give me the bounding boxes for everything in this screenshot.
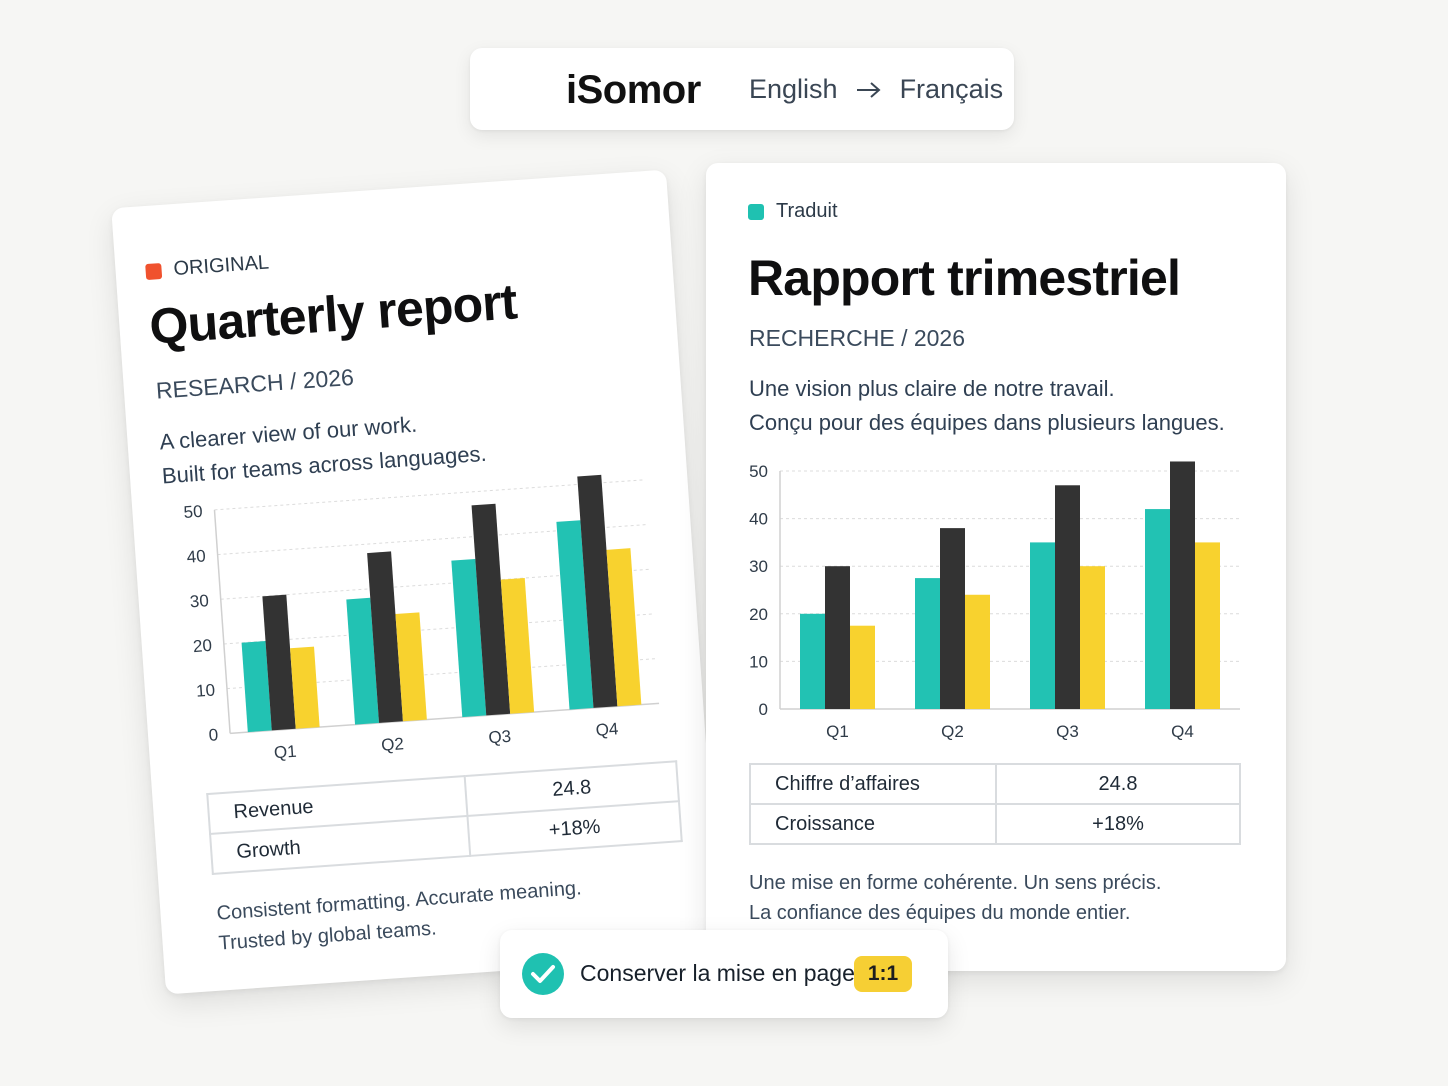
bar xyxy=(346,597,379,725)
original-chart-svg: 0 10 20 30 40 50 Q1 Q2 Q3 Q4 xyxy=(183,473,660,763)
translated-tag: Traduit xyxy=(748,200,838,223)
keep-layout-toggle[interactable]: Conserver la mise en page 1:1 xyxy=(500,930,948,1018)
original-document-card: ORIGINAL Quarterly report RESEARCH / 202… xyxy=(111,169,721,995)
bar xyxy=(290,646,320,729)
bar xyxy=(395,612,427,722)
translated-chart-svg: 0 10 20 30 40 50 Q1 Q2 Q3 Q4 xyxy=(749,461,1240,741)
x-tick-label: Q1 xyxy=(826,722,849,741)
check-circle-icon[interactable] xyxy=(522,953,564,995)
original-tag: ORIGINAL xyxy=(145,252,270,284)
bar xyxy=(367,551,403,723)
translated-description: Une vision plus claire de notre travail.… xyxy=(749,372,1225,440)
bar xyxy=(915,578,940,709)
translated-footer-line-1: Une mise en forme cohérente. Un sens pré… xyxy=(749,872,1162,894)
bar xyxy=(556,520,594,710)
original-subtitle: RESEARCH / 2026 xyxy=(155,363,355,404)
y-tick-label: 30 xyxy=(749,557,768,576)
arrow-right-icon xyxy=(856,81,881,98)
y-tick-label: 20 xyxy=(749,605,768,624)
language-pair: English Français xyxy=(749,74,1003,105)
metric-value: 24.8 xyxy=(995,763,1241,805)
bar xyxy=(1195,542,1220,709)
y-tick-label: 20 xyxy=(192,636,212,656)
bar xyxy=(850,625,875,709)
translated-chart: 0 10 20 30 40 50 Q1 Q2 Q3 Q4 xyxy=(740,453,1250,758)
bar xyxy=(1030,542,1055,709)
original-tag-label: ORIGINAL xyxy=(172,251,270,281)
translated-metrics-table: Chiffre d’affaires 24.8 Croissance +18% xyxy=(749,763,1241,845)
table-row: Croissance +18% xyxy=(749,803,1241,845)
bar xyxy=(262,594,296,731)
language-bar: iSomor English Français xyxy=(470,48,1014,130)
translated-tag-label: Traduit xyxy=(776,200,838,222)
original-chart: 0 10 20 30 40 50 Q1 Q2 Q3 Q4 xyxy=(152,471,671,790)
translated-description-line-2: Conçu pour des équipes dans plusieurs la… xyxy=(749,410,1225,435)
bar xyxy=(800,613,825,709)
y-tick-label: 50 xyxy=(749,462,768,481)
ratio-badge: 1:1 xyxy=(854,956,912,992)
bar xyxy=(606,548,642,707)
metric-value: +18% xyxy=(995,803,1241,845)
metric-label: Chiffre d’affaires xyxy=(749,763,997,805)
translated-footer-line-2: La confiance des équipes du monde entier… xyxy=(749,902,1131,924)
translated-footer: Une mise en forme cohérente. Un sens pré… xyxy=(749,868,1161,928)
y-tick-label: 40 xyxy=(186,546,206,566)
y-tick-label: 10 xyxy=(196,681,216,701)
translated-description-line-1: Une vision plus claire de notre travail. xyxy=(749,376,1115,401)
bar xyxy=(1145,509,1170,709)
y-tick-label: 40 xyxy=(749,510,768,529)
original-marker-icon xyxy=(145,262,163,280)
bar xyxy=(500,578,535,714)
bar xyxy=(940,528,965,709)
bar xyxy=(451,559,487,718)
translated-document-card: Traduit Rapport trimestriel RECHERCHE / … xyxy=(706,163,1286,971)
x-tick-label: Q4 xyxy=(1171,722,1194,741)
x-tick-label: Q1 xyxy=(273,742,297,763)
bar xyxy=(577,473,618,708)
x-tick-label: Q4 xyxy=(595,719,619,740)
x-tick-label: Q3 xyxy=(488,727,512,748)
y-tick-label: 10 xyxy=(749,652,768,671)
x-tick-label: Q2 xyxy=(941,722,964,741)
keep-layout-label: Conserver la mise en page xyxy=(580,960,855,986)
y-tick-label: 0 xyxy=(208,725,219,745)
table-row: Chiffre d’affaires 24.8 xyxy=(749,763,1241,805)
y-tick-label: 0 xyxy=(759,700,768,719)
bar xyxy=(241,641,272,733)
y-axis xyxy=(213,509,231,734)
original-description: A clearer view of our work. Built for te… xyxy=(158,403,488,494)
original-title: Quarterly report xyxy=(147,273,519,355)
bar xyxy=(1055,485,1080,709)
bar xyxy=(1170,461,1195,709)
y-tick-label: 30 xyxy=(189,591,209,611)
x-tick-label: Q2 xyxy=(381,734,405,755)
translated-subtitle: RECHERCHE / 2026 xyxy=(749,325,966,351)
brand-logo: iSomor xyxy=(566,68,701,112)
x-tick-label: Q3 xyxy=(1056,722,1079,741)
source-language[interactable]: English xyxy=(749,74,838,104)
bar xyxy=(965,594,990,709)
bar xyxy=(825,566,850,709)
translated-marker-icon xyxy=(748,203,764,220)
y-tick-label: 50 xyxy=(183,502,203,522)
target-language[interactable]: Français xyxy=(899,74,1004,104)
translated-title: Rapport trimestriel xyxy=(748,250,1181,306)
metric-label: Croissance xyxy=(749,803,997,845)
bar xyxy=(1080,566,1105,709)
bar xyxy=(471,503,511,716)
